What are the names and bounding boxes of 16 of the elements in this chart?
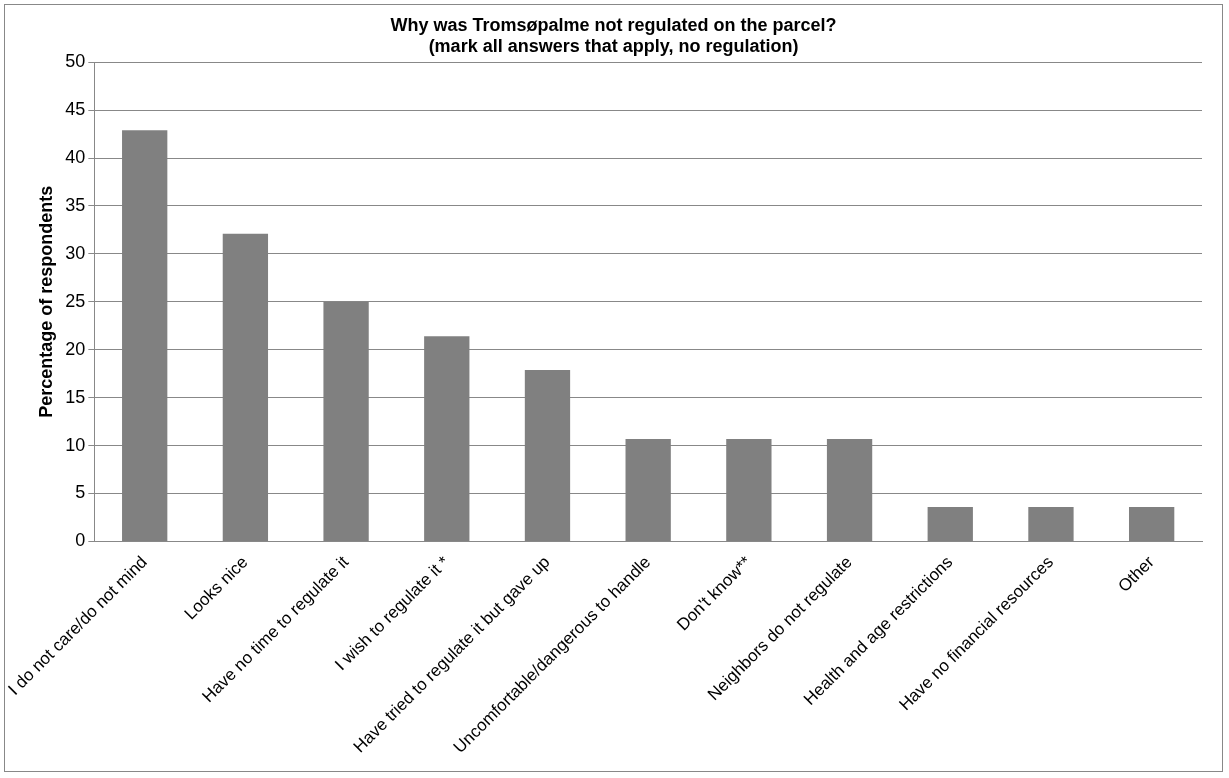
y-tick-label: 0 — [75, 530, 86, 551]
bar — [927, 506, 973, 541]
y-tick-label: 35 — [65, 194, 86, 215]
y-tick-label: 15 — [65, 386, 86, 407]
y-tick-label: 5 — [75, 482, 86, 503]
y-axis-title: Percentage of respondents — [36, 185, 57, 418]
bar — [1128, 506, 1175, 541]
y-tick-label: 40 — [65, 147, 86, 168]
y-tick-label: 50 — [65, 51, 86, 72]
y-tick-label: 20 — [65, 338, 86, 359]
y-tick-label: 25 — [65, 290, 86, 311]
y-tick-label: 30 — [65, 242, 86, 263]
bar — [1028, 506, 1074, 541]
y-tick-label: 10 — [65, 434, 86, 455]
y-tick-label: 45 — [65, 99, 86, 120]
chart-title: Why was Tromsøpalme not regulated on the parcel? (mark all answers that apply, no regulation) — [390, 14, 837, 57]
